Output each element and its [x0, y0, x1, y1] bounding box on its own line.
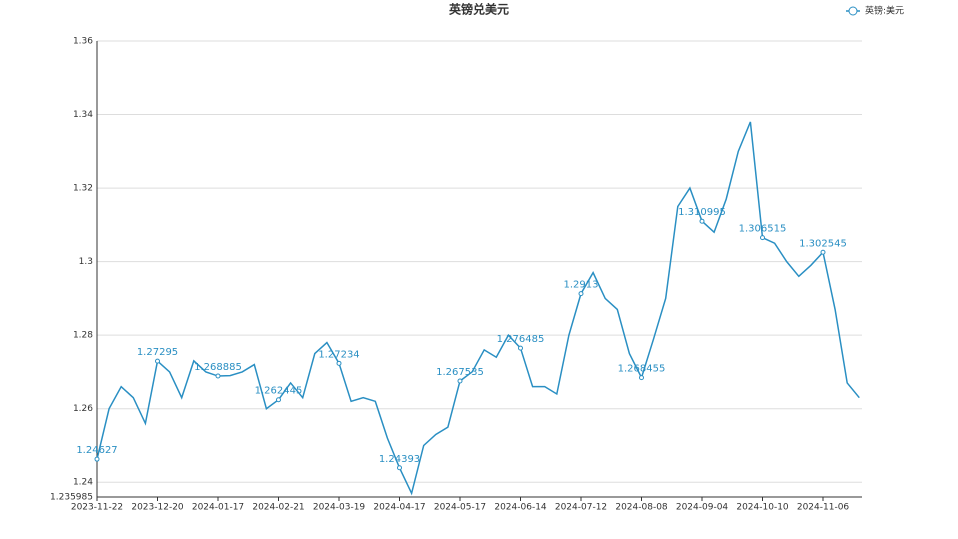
x-tick-label: 2024-05-17 — [434, 503, 486, 513]
y-tick-label: 1.34 — [73, 110, 93, 120]
y-tick-label: 1.28 — [73, 331, 93, 341]
x-tick-label: 2024-10-10 — [736, 503, 789, 513]
chart-title: 英镑兑美元 — [449, 2, 509, 17]
point — [397, 465, 402, 471]
point — [760, 235, 765, 241]
value-label: 1.276485 — [497, 334, 545, 345]
value-label: 1.268455 — [618, 364, 666, 375]
x-tick-label: 2024-07-12 — [555, 503, 607, 513]
legend-label: 英镑:美元 — [865, 5, 904, 17]
x-tick-label: 2024-04-17 — [373, 503, 425, 513]
value-label: 1.27295 — [137, 347, 178, 358]
x-tick-label: 2024-11-06 — [797, 503, 850, 513]
value-label: 1.24393 — [379, 454, 420, 465]
point — [578, 291, 584, 297]
value-label: 1.306515 — [739, 224, 787, 235]
value-label: 1.310995 — [678, 207, 726, 218]
value-label: 1.262445 — [255, 386, 303, 397]
x-tick-label: 2024-03-19 — [313, 503, 366, 513]
point — [457, 378, 463, 384]
value-label: 1.24627 — [76, 445, 117, 456]
point — [699, 218, 705, 224]
y-tick-label: 1.32 — [73, 184, 93, 194]
x-tick-label: 2024-01-17 — [192, 503, 244, 513]
point — [94, 456, 100, 462]
y-tick-label: 1.3 — [79, 257, 93, 267]
line — [96, 121, 860, 496]
x-tick-label: 2024-06-14 — [494, 503, 547, 513]
point — [155, 358, 160, 364]
value-label: 1.268885 — [194, 362, 242, 373]
point — [215, 373, 221, 379]
value-label: 1.302545 — [799, 238, 847, 249]
legend-marker — [848, 6, 858, 16]
y-tick-label: 1.235985 — [50, 493, 93, 503]
point — [518, 345, 523, 351]
x-tick-label: 2024-02-21 — [252, 503, 304, 513]
value-label: 1.2913 — [564, 280, 599, 291]
point — [276, 397, 281, 403]
x-tick-label: 2024-09-04 — [676, 503, 729, 513]
y-tick-label: 1.24 — [73, 478, 93, 488]
x-tick-label: 2024-08-08 — [615, 503, 668, 513]
x-tick-label: 2023-11-22 — [71, 503, 123, 513]
value-label: 1.267535 — [436, 367, 484, 378]
y-tick-label: 1.36 — [73, 37, 93, 47]
y-tick-label: 1.26 — [73, 404, 93, 414]
value-label: 1.27234 — [318, 349, 359, 360]
x-tick-label: 2023-12-20 — [131, 503, 184, 513]
point — [820, 249, 826, 255]
point — [639, 375, 644, 381]
point — [336, 360, 342, 366]
